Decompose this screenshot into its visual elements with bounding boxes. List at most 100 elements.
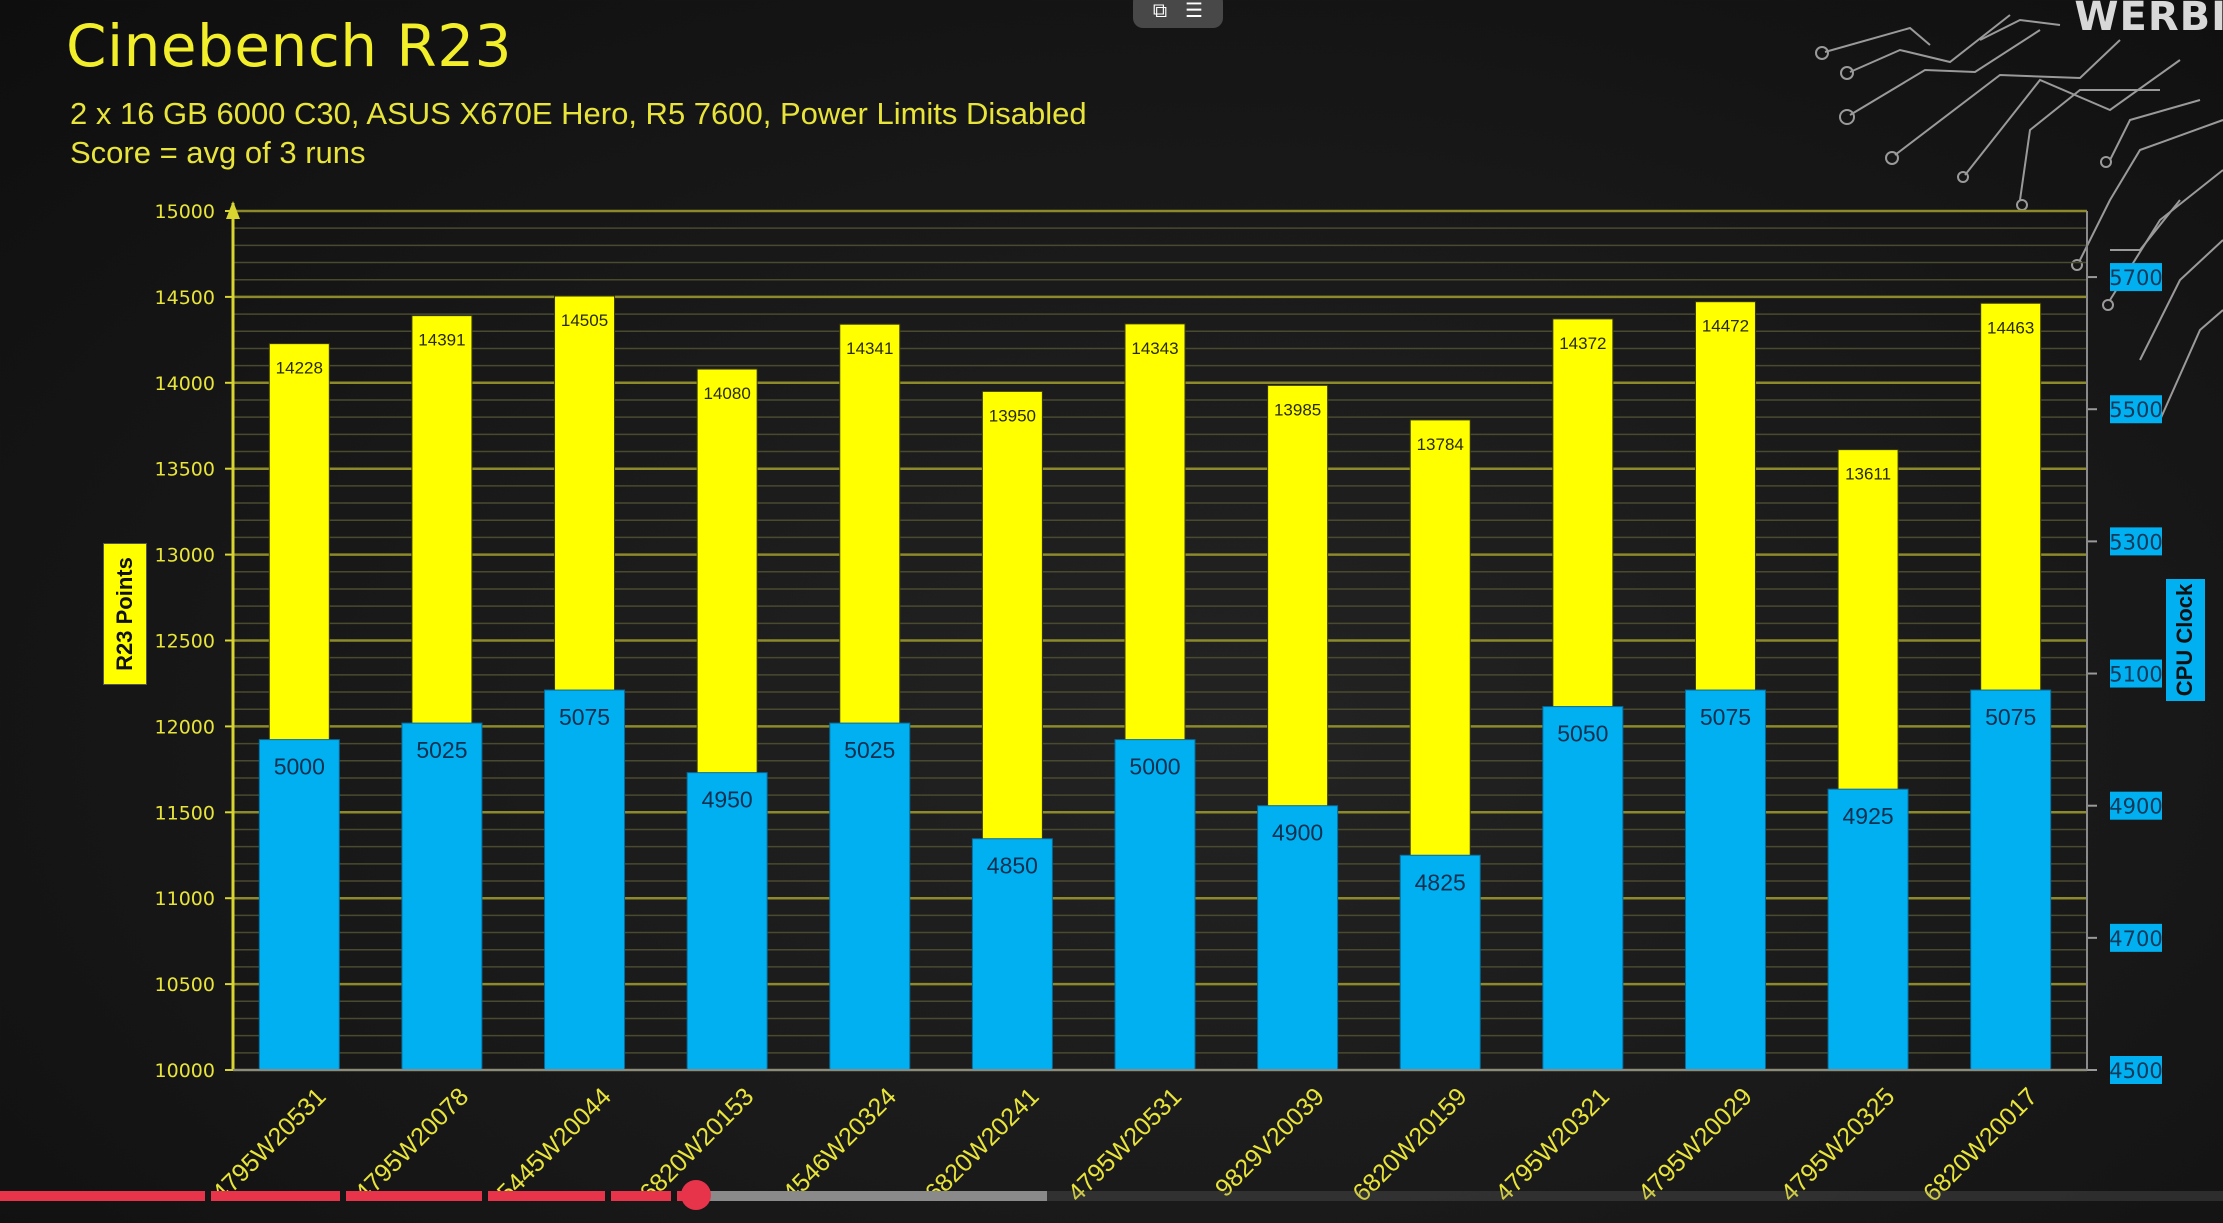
score-bar-label: 13611 (1845, 465, 1891, 484)
clock-bar-label: 4900 (1272, 820, 1323, 846)
y-tick-label: 14000 (155, 373, 215, 395)
progress-scrubber-handle[interactable] (680, 1180, 711, 1210)
score-bar-label: 14463 (1987, 318, 2034, 337)
y2-tick-label: 5500 (2109, 398, 2162, 422)
y2-tick-label-box (2110, 395, 2162, 424)
notes-icon[interactable]: ☰ (1185, 0, 1204, 22)
y-tick-label: 13500 (155, 459, 215, 481)
progress-played (0, 1191, 696, 1201)
channel-watermark: WERBI (2074, 0, 2223, 40)
y2-tick-label-box (2110, 1056, 2162, 1084)
y-tick-label: 11000 (155, 888, 215, 910)
y-tick-label: 10000 (155, 1060, 215, 1082)
x-tick-label: 4795W20029 (1633, 1082, 1758, 1207)
score-bar-label: 13985 (1274, 400, 1321, 419)
y2-tick-label: 4900 (2109, 795, 2162, 819)
clock-bar (686, 772, 768, 1071)
y2-tick-label-box (2110, 659, 2162, 688)
clock-bar-label: 4925 (1842, 803, 1893, 829)
score-bar-label: 14343 (1131, 339, 1178, 358)
clock-bar (1542, 706, 1624, 1071)
bars (258, 295, 2052, 1071)
score-bar-label: 14228 (276, 359, 323, 378)
clock-bar-label: 4825 (1415, 869, 1466, 895)
video-progress-bar[interactable] (0, 1180, 2223, 1210)
clock-bar (258, 739, 340, 1071)
chapter-marker (482, 1191, 489, 1201)
score-bar-label: 13950 (989, 406, 1036, 425)
screenshot-icon[interactable]: ⧉ (1152, 0, 1168, 22)
axes (225, 201, 2097, 1071)
x-tick-label: 9829V20039 (1210, 1082, 1330, 1202)
clock-bar-label: 5075 (559, 704, 610, 730)
y-axis-arrow (226, 201, 240, 219)
chapter-marker (204, 1191, 211, 1201)
y2-tick-label-box (2110, 527, 2162, 556)
score-bar-label: 14372 (1559, 334, 1606, 353)
x-tick-label: 4795W20321 (1490, 1082, 1615, 1207)
x-tick-label: 4795W20531 (1062, 1082, 1187, 1207)
clock-bar-label: 5075 (1985, 704, 2036, 730)
clock-bar (1970, 689, 2052, 1071)
y2-axis-title-box: CPU Clock (2166, 579, 2205, 701)
y-axis-title-box: R23 Points (103, 543, 147, 685)
score-bar-label: 14472 (1702, 317, 1749, 336)
y-tick-label: 15000 (155, 201, 215, 223)
x-tick-label: 4795W20325 (1775, 1082, 1900, 1207)
clock-bar (1399, 854, 1481, 1071)
clock-bar (971, 838, 1053, 1071)
chapter-marker (340, 1191, 347, 1201)
progress-track[interactable] (0, 1191, 2223, 1201)
x-tick-label: 6820W20159 (1348, 1082, 1473, 1207)
y2-axis-title: CPU Clock (2172, 583, 2198, 697)
score-bar-label: 14341 (846, 339, 893, 358)
y2-tick-label-box (2110, 263, 2162, 292)
x-tick-label: 4795W20078 (349, 1082, 474, 1207)
y-tick-label: 12000 (155, 716, 215, 738)
clock-bar (1827, 788, 1909, 1071)
video-overlay-controls: ⧉ ☰ (1133, 0, 1223, 28)
y2-tick-label: 5700 (2109, 266, 2162, 290)
clock-bar (829, 722, 911, 1071)
score-bar-label: 13784 (1417, 435, 1464, 454)
y-tick-label: 11500 (155, 802, 215, 824)
y-tick-label: 13000 (155, 545, 215, 567)
x-tick-label: 4546W20324 (777, 1082, 902, 1207)
clock-bar (1684, 689, 1766, 1071)
y2-tick-label: 4500 (2109, 1059, 2162, 1083)
y2-tick-label-box (2110, 791, 2162, 820)
clock-bar-label: 5000 (274, 754, 325, 780)
x-tick-label: 6820W20017 (1918, 1082, 2043, 1207)
clock-bar (1114, 739, 1196, 1071)
chapter-marker (604, 1191, 611, 1201)
y2-tick-label: 5300 (2109, 530, 2162, 554)
clock-bar-label: 4850 (987, 853, 1038, 879)
slide-subtitle: 2 x 16 GB 6000 C30, ASUS X670E Hero, R5 … (70, 94, 1087, 172)
x-tick-label: 4795W20531 (207, 1082, 332, 1207)
y2-tick-label: 5100 (2109, 663, 2162, 687)
subtitle-method: Score = avg of 3 runs (70, 135, 366, 170)
slide-title: Cinebench R23 (66, 12, 513, 80)
clock-bar (401, 722, 483, 1071)
y2-tick-label-box (2110, 923, 2162, 952)
x-tick-label: 6820W20241 (920, 1082, 1045, 1207)
chapter-marker (671, 1191, 678, 1201)
subtitle-config: 2 x 16 GB 6000 C30, ASUS X670E Hero, R5 … (70, 96, 1087, 131)
clock-bar-label: 5025 (844, 737, 895, 763)
y2-tick-label: 4700 (2109, 927, 2162, 951)
clock-bar-label: 5025 (416, 737, 467, 763)
clock-bar (1257, 805, 1339, 1071)
y-axis-title: R23 Points (112, 557, 138, 671)
score-bar-label: 14080 (704, 384, 751, 403)
clock-bar-label: 4950 (702, 787, 753, 813)
clock-bar-label: 5075 (1700, 704, 1751, 730)
clock-bar (544, 689, 626, 1071)
y-tick-label: 12500 (155, 631, 215, 653)
clock-bar-label: 5000 (1129, 754, 1180, 780)
y-tick-label: 14500 (155, 287, 215, 309)
circuit-decoration (1815, 14, 2223, 421)
score-bar-label: 14391 (418, 331, 465, 350)
score-bar-label: 14505 (561, 311, 608, 330)
clock-bar-label: 5050 (1557, 721, 1608, 747)
